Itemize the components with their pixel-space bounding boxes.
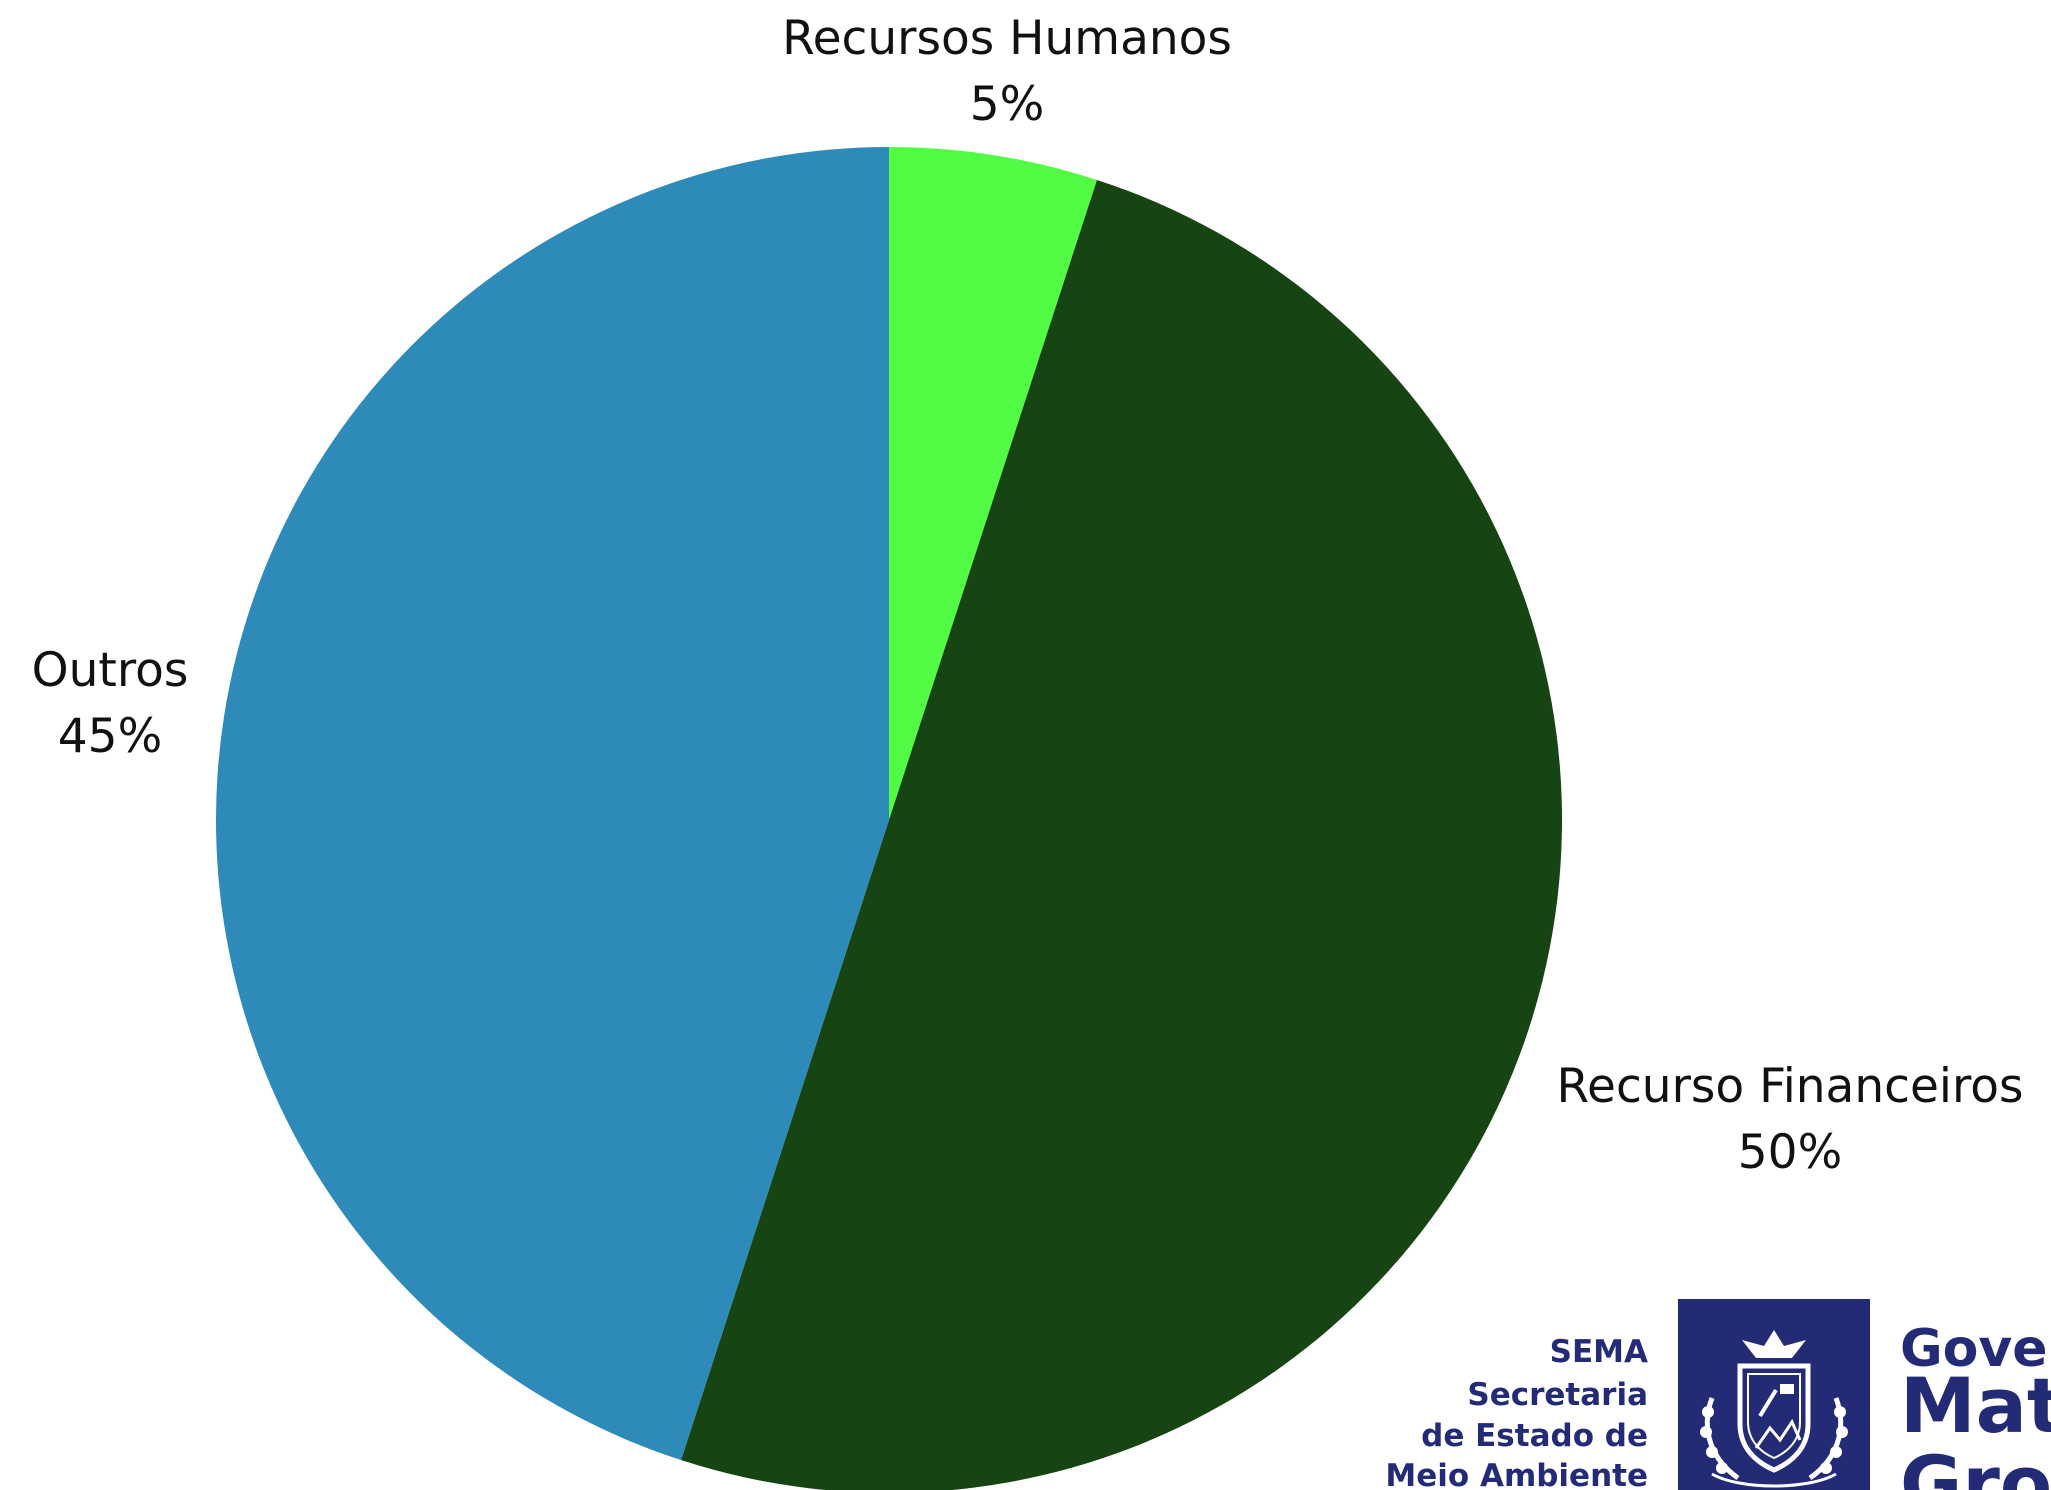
pie-slice-recursos-humanos	[889, 147, 1097, 820]
slice-percent-recursos-humanos: 5%	[970, 77, 1045, 132]
slice-percent-recurso-financeiros: 50%	[1738, 1125, 1842, 1180]
slice-labels: Recursos Humanos 5% Recurso Financeiros …	[32, 11, 2024, 1180]
slice-label-recursos-humanos: Recursos Humanos	[782, 11, 1232, 66]
sema-line-2: Secretaria	[1467, 1377, 1648, 1413]
sema-government-logo: SEMA Secretaria de Estado de Meio Ambien…	[1385, 1299, 2051, 1490]
government-line-3: Grosso	[1900, 1439, 2051, 1490]
coat-of-arms-emblem	[1678, 1299, 1870, 1490]
sema-line-4: Meio Ambiente	[1385, 1458, 1648, 1490]
sema-text-block: SEMA Secretaria de Estado de Meio Ambien…	[1385, 1334, 1648, 1490]
government-line-2: Mato	[1900, 1361, 2051, 1450]
sema-line-3: de Estado de	[1421, 1418, 1648, 1454]
slice-label-outros: Outros	[32, 643, 189, 698]
government-text-block: Governo de Mato Grosso	[1900, 1319, 2051, 1490]
pie-slice-outros	[215, 147, 889, 1461]
slice-percent-outros: 45%	[58, 709, 162, 764]
pie-slices	[215, 147, 1562, 1490]
slice-label-recurso-financeiros: Recurso Financeiros	[1557, 1059, 2024, 1114]
pie-slice-recurso-financeiros	[681, 179, 1562, 1490]
sema-line-1: SEMA	[1550, 1334, 1648, 1370]
government-line-1: Governo de	[1900, 1319, 2051, 1379]
